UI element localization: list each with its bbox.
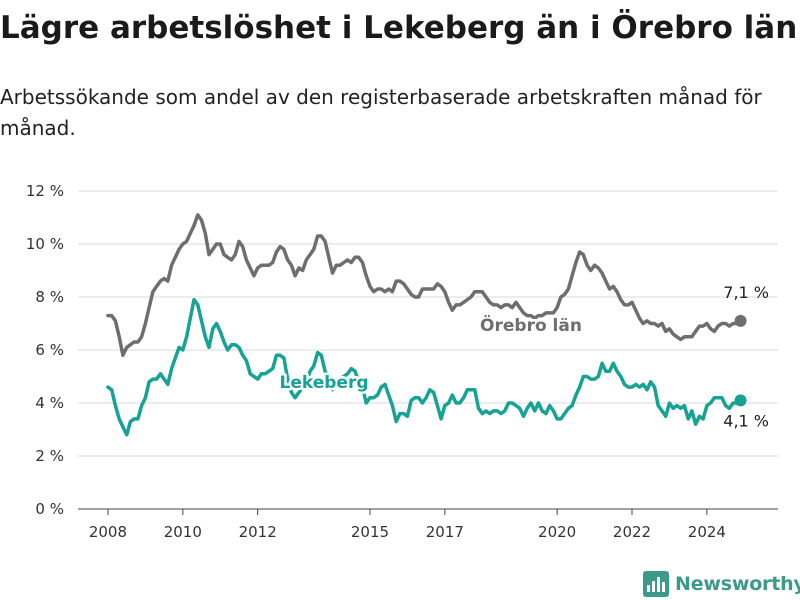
x-tick-label: 2012: [239, 523, 277, 540]
series-line-orebro: [106, 213, 743, 358]
newsworthy-logo-icon: [643, 571, 669, 597]
y-tick-label: 8 %: [35, 288, 64, 306]
y-tick-label: 12 %: [26, 182, 64, 200]
series-name-label-lekeberg: Lekeberg: [280, 373, 369, 393]
newsworthy-brand[interactable]: Newsworthy: [643, 568, 800, 600]
line-chart: 0 % 2 % 4 % 6 % 8 % 10 % 12 % 2008 2010 2012 2015…: [26, 182, 778, 540]
y-tick-label: 0 %: [35, 500, 64, 518]
chart-subtitle: Arbetssökande som andel av den registerb…: [0, 85, 762, 140]
series-lines: [106, 213, 747, 437]
x-axis: 2008 2010 2012 2015 2017 2020 2022 2024: [89, 509, 726, 540]
y-axis-ticks: 0 % 2 % 4 % 6 % 8 % 10 % 12 %: [26, 182, 64, 518]
y-tick-label: 6 %: [35, 341, 64, 359]
series-line-lekeberg: [106, 297, 743, 437]
x-tick-label: 2010: [164, 523, 202, 540]
y-tick-label: 2 %: [35, 447, 64, 465]
brand-name: Newsworthy: [675, 573, 800, 595]
series-name-label-orebro: Örebro län: [480, 314, 582, 336]
gridlines: [78, 190, 778, 510]
x-tick-label: 2015: [351, 523, 389, 540]
series-endpoint-lekeberg: [734, 394, 747, 407]
page-title: Lägre arbetslöshet i Lekeberg än i Örebr…: [0, 10, 798, 46]
x-tick-label: 2022: [613, 523, 651, 540]
end-value-label-orebro: 7,1 %: [723, 283, 769, 302]
series-endpoint-orebro: [734, 314, 747, 327]
x-tick-label: 2020: [538, 523, 576, 540]
series-labels: 7,1 % 4,1 % Örebro län Lekeberg: [277, 283, 769, 431]
x-tick-label: 2024: [688, 523, 726, 540]
end-value-label-lekeberg: 4,1 %: [723, 411, 769, 430]
x-tick-label: 2008: [89, 523, 127, 540]
x-tick-label: 2017: [426, 523, 464, 540]
y-tick-label: 4 %: [35, 394, 64, 412]
y-tick-label: 10 %: [26, 235, 64, 253]
